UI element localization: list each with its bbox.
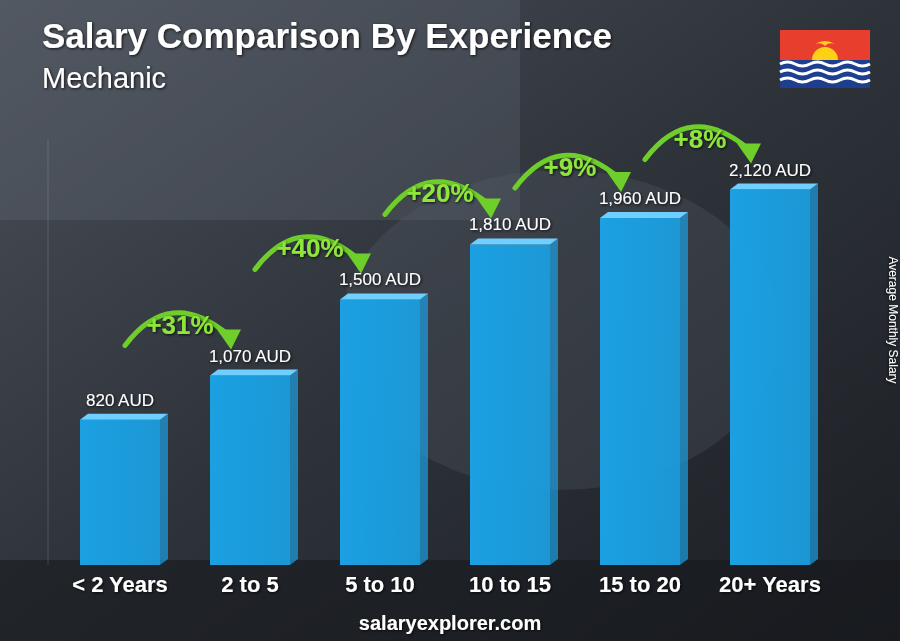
y-axis-line xyxy=(48,140,49,565)
bar xyxy=(80,420,160,565)
data-label: 1,810 AUD xyxy=(469,215,551,234)
growth-label: +9% xyxy=(544,152,597,182)
data-label: 2,120 AUD xyxy=(729,161,811,180)
flag-bird xyxy=(815,41,835,46)
x-tick-label: 10 to 15 xyxy=(469,572,551,597)
bar xyxy=(600,218,680,565)
bar xyxy=(340,299,420,565)
background xyxy=(0,0,900,641)
growth-arrowhead xyxy=(737,144,761,164)
growth-arrowhead xyxy=(347,253,371,273)
bars xyxy=(80,184,818,565)
bar-top xyxy=(600,212,688,218)
flag-red xyxy=(780,30,870,60)
growth-arrowhead xyxy=(607,172,631,192)
x-tick-label: 15 to 20 xyxy=(599,572,681,597)
data-label: 1,960 AUD xyxy=(599,189,681,208)
bar-side xyxy=(420,293,428,565)
bar xyxy=(730,190,810,565)
growth-label: +8% xyxy=(674,124,727,154)
bar-side xyxy=(160,414,168,565)
bar-side xyxy=(810,184,818,565)
data-label: 1,500 AUD xyxy=(339,270,421,289)
bar xyxy=(210,376,290,565)
growth-label: +20% xyxy=(406,178,473,208)
growth-label: +31% xyxy=(146,310,213,340)
growth-arrowhead xyxy=(217,330,241,350)
flag-wave xyxy=(780,70,870,74)
x-tick-label: < 2 Years xyxy=(72,572,168,597)
flag xyxy=(780,30,870,88)
flag-sun xyxy=(812,47,838,60)
flag-wave xyxy=(780,78,870,82)
bar-top xyxy=(210,370,298,376)
bar-side xyxy=(550,238,558,565)
subtitle: Mechanic xyxy=(42,62,166,94)
flag-blue xyxy=(780,60,870,88)
bar xyxy=(470,244,550,565)
y-axis-label: Average Monthly Salary xyxy=(886,256,900,383)
bar-side xyxy=(680,212,688,565)
data-label: 820 AUD xyxy=(86,391,154,410)
data-label: 1,070 AUD xyxy=(209,347,291,366)
chart: 820 AUD 1,070 AUD 1,500 AUD 1,810 AUD 1,960 … xyxy=(0,0,900,641)
growth-arrowhead xyxy=(477,198,501,218)
bar-top xyxy=(340,293,428,299)
bar-top xyxy=(470,238,558,244)
flag-wave xyxy=(780,62,870,66)
source: salaryexplorer.com xyxy=(359,612,541,634)
x-tick-label: 20+ Years xyxy=(719,572,821,597)
growth-label: +40% xyxy=(276,233,343,263)
title: Salary Comparison By Experience xyxy=(42,16,612,55)
bar-top xyxy=(80,414,168,420)
x-tick-label: 2 to 5 xyxy=(221,572,278,597)
bar-top xyxy=(730,184,818,190)
background-floor xyxy=(0,560,900,641)
x-tick-label: 5 to 10 xyxy=(345,572,415,597)
bar-side xyxy=(290,370,298,565)
